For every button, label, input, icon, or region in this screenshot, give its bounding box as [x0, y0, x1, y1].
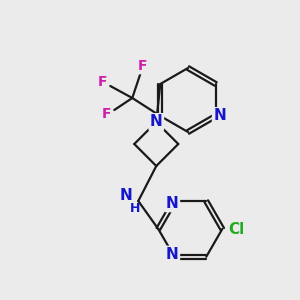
Text: Cl: Cl — [228, 221, 244, 236]
Text: N: N — [150, 115, 163, 130]
Text: H: H — [130, 202, 140, 215]
Text: N: N — [166, 196, 179, 211]
Text: N: N — [120, 188, 133, 203]
Text: N: N — [213, 109, 226, 124]
Text: F: F — [98, 75, 107, 89]
Text: F: F — [137, 59, 147, 73]
Text: F: F — [101, 107, 111, 121]
Text: N: N — [166, 247, 179, 262]
